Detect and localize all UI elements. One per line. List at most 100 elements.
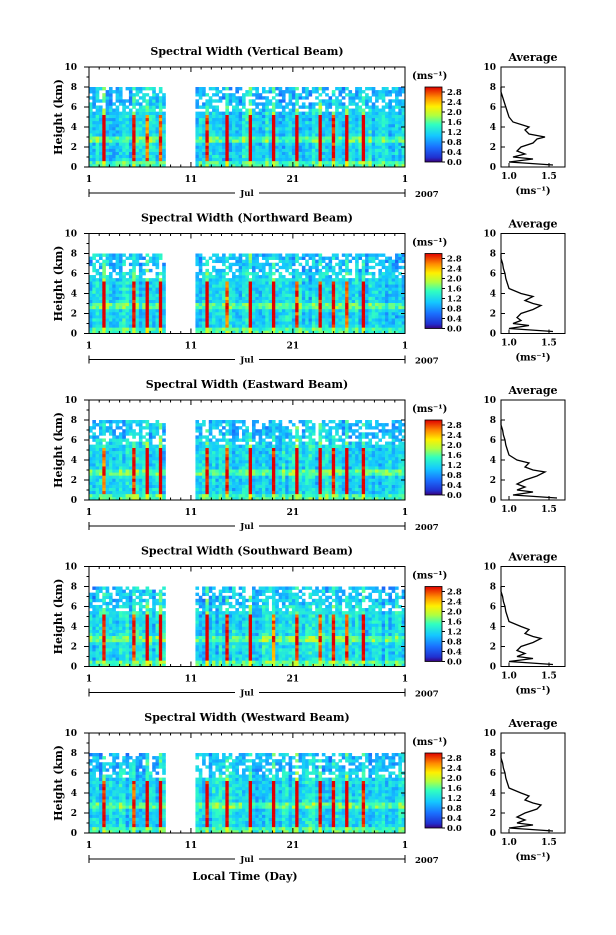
heatmap-cell xyxy=(245,90,249,93)
heatmap-cell xyxy=(159,161,163,164)
heatmap-cell xyxy=(378,124,382,127)
heatmap-cell xyxy=(199,478,203,481)
heatmap-cell xyxy=(388,142,392,145)
heatmap-cell xyxy=(355,121,359,124)
heatmap-cell xyxy=(372,152,376,155)
heatmap-cell xyxy=(342,312,346,315)
heatmap-cell xyxy=(305,297,309,300)
heatmap-cell xyxy=(209,306,213,309)
heatmap-cell xyxy=(322,118,326,121)
heatmap-cell xyxy=(229,136,233,139)
heatmap-cell xyxy=(292,254,296,257)
heatmap-cell xyxy=(209,327,213,330)
heatmap-cell xyxy=(375,99,379,102)
heatmap-cell xyxy=(249,327,253,330)
heatmap-cell xyxy=(229,142,233,145)
heatmap-cell xyxy=(92,303,96,306)
heatmap-cell xyxy=(195,118,199,121)
heatmap-cell xyxy=(212,303,216,306)
heatmap-cell xyxy=(355,260,359,263)
heatmap-cell xyxy=(392,290,396,293)
heatmap-cell xyxy=(272,145,276,148)
heatmap-cell xyxy=(96,87,100,90)
heatmap-cell xyxy=(92,454,96,457)
heatmap-cell xyxy=(232,321,236,324)
heatmap-cell xyxy=(302,149,306,152)
heatmap-cell xyxy=(275,284,279,287)
heatmap-cell xyxy=(102,290,106,293)
heatmap-cell xyxy=(199,306,203,309)
heatmap-cell xyxy=(368,133,372,136)
heatmap-cell xyxy=(195,315,199,318)
heatmap-cell xyxy=(345,281,349,284)
heatmap-cell xyxy=(295,281,299,284)
heatmap-cell xyxy=(309,93,313,96)
heatmap-cell xyxy=(129,124,133,127)
heatmap-cell xyxy=(106,426,110,429)
heatmap-cell xyxy=(398,297,402,300)
heatmap-cell xyxy=(242,266,246,269)
heatmap-cell xyxy=(342,297,346,300)
heatmap-cell xyxy=(215,257,219,260)
heatmap-cell xyxy=(355,297,359,300)
heatmap-cell xyxy=(242,272,246,275)
heatmap-cell xyxy=(269,121,273,124)
heatmap-cell xyxy=(132,145,136,148)
heatmap-cell xyxy=(378,93,382,96)
heatmap-cell xyxy=(215,93,219,96)
heatmap-cell xyxy=(292,149,296,152)
heatmap-cell xyxy=(209,139,213,142)
heatmap-cell xyxy=(378,318,382,321)
heatmap-cell xyxy=(392,309,396,312)
heatmap-cell xyxy=(255,155,259,158)
heatmap-cell xyxy=(146,420,150,423)
heatmap-cell xyxy=(116,460,120,463)
heatmap-cell xyxy=(106,429,110,432)
heatmap-cell xyxy=(195,90,199,93)
heatmap-cell xyxy=(265,155,269,158)
heatmap-cell xyxy=(209,161,213,164)
heatmap-cell xyxy=(89,257,93,260)
heatmap-cell xyxy=(209,284,213,287)
heatmap-cell xyxy=(202,327,206,330)
heatmap-cell xyxy=(159,102,163,105)
heatmap-cell xyxy=(279,318,283,321)
heatmap-cell xyxy=(259,309,263,312)
heatmap-cell xyxy=(365,161,369,164)
heatmap-cell xyxy=(348,155,352,158)
heatmap-cell xyxy=(382,152,386,155)
heatmap-cell xyxy=(156,96,160,99)
heatmap-cell xyxy=(119,290,123,293)
heatmap-cell xyxy=(112,478,116,481)
heatmap-cell xyxy=(262,269,266,272)
heatmap-cell xyxy=(265,290,269,293)
heatmap-cell xyxy=(129,139,133,142)
heatmap-cell xyxy=(279,290,283,293)
heatmap-cell xyxy=(112,432,116,435)
heatmap-cell xyxy=(152,161,156,164)
heatmap-cell xyxy=(345,142,349,145)
heatmap-cell xyxy=(126,127,130,130)
heatmap-cell xyxy=(309,257,313,260)
heatmap-cell xyxy=(102,287,106,290)
heatmap-cell xyxy=(202,318,206,321)
heatmap-cell xyxy=(269,145,273,148)
heatmap-cell xyxy=(265,287,269,290)
heatmap-cell xyxy=(239,297,243,300)
heatmap-cell xyxy=(129,324,133,327)
heatmap-cell xyxy=(122,463,126,466)
heatmap-cell xyxy=(338,133,342,136)
heatmap-cell xyxy=(279,297,283,300)
heatmap-cell xyxy=(249,112,253,115)
heatmap-cell xyxy=(292,152,296,155)
heatmap-cell xyxy=(129,145,133,148)
heatmap-cell xyxy=(102,457,106,460)
heatmap-cell xyxy=(362,294,366,297)
heatmap-cell xyxy=(109,488,113,491)
heatmap-cell xyxy=(322,90,326,93)
heatmap-cell xyxy=(139,87,143,90)
heatmap-cell xyxy=(212,142,216,145)
heatmap-cell xyxy=(282,130,286,133)
heatmap-cell xyxy=(126,438,130,441)
heatmap-cell xyxy=(302,272,306,275)
